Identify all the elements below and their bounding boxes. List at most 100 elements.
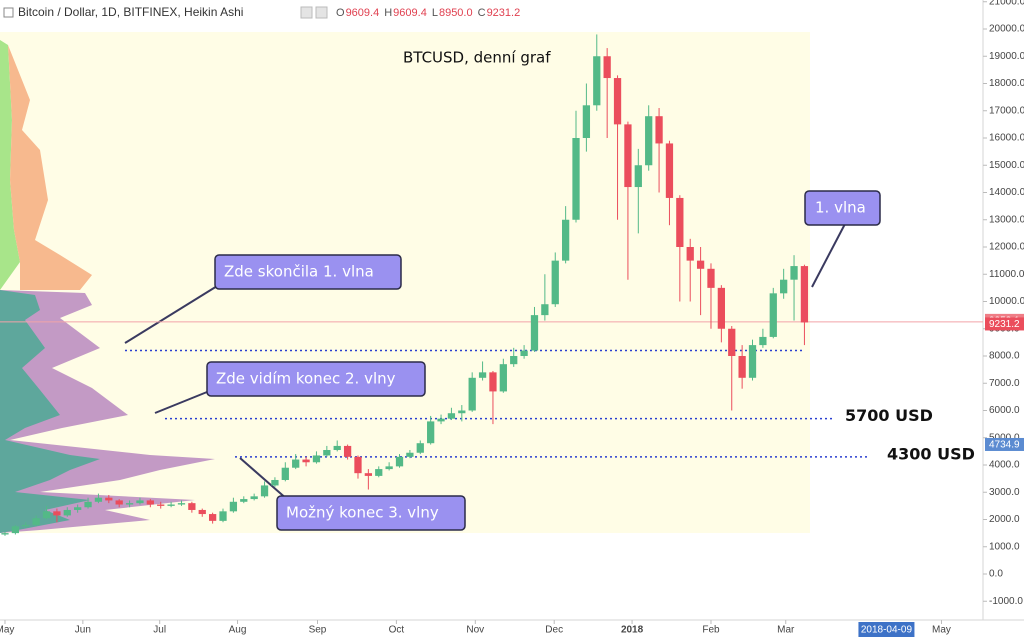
candle-body	[530, 315, 539, 351]
y-tick-label: 15000.0	[989, 160, 1024, 171]
pointer	[124, 282, 223, 344]
y-tick-label: 6000.0	[989, 405, 1020, 416]
volume-profile	[0, 40, 215, 533]
candle-body	[676, 197, 684, 247]
x-tick-label: Oct	[389, 625, 405, 636]
x-tick-label: Aug	[229, 625, 247, 636]
x-tick-label: Nov	[466, 625, 484, 636]
y-tick-label: 14000.0	[989, 187, 1024, 198]
candle-body	[354, 456, 362, 474]
candle-body	[146, 500, 154, 505]
candle-body	[343, 445, 352, 457]
y-tick-label: 21000.0	[989, 0, 1024, 7]
candle-body	[22, 524, 30, 527]
x-marker-box	[858, 622, 915, 637]
candle-body	[177, 503, 186, 505]
candle-body	[395, 456, 404, 467]
candle-body	[323, 450, 331, 456]
y-tick-label: 3000.0	[989, 487, 1020, 498]
candle-body	[406, 452, 414, 457]
candle-body	[167, 504, 175, 506]
x-tick-label: May	[932, 625, 951, 636]
y-tick-label: 7000.0	[989, 378, 1020, 389]
callouts: Zde skončila 1. vlna Zde vidím konec 2. …	[124, 190, 881, 531]
pointer	[154, 389, 213, 414]
legend-ohlc-value: 8950.0	[439, 7, 473, 19]
candle-body	[375, 469, 383, 476]
candle-body	[634, 165, 642, 188]
candle-body	[561, 219, 570, 261]
candle-body	[769, 293, 777, 337]
candle-body	[800, 266, 809, 323]
candle-body	[385, 466, 393, 470]
pointer	[239, 457, 289, 501]
y-tick-label: 2000.0	[989, 514, 1020, 525]
y-tick-label: 11000.0	[989, 269, 1024, 280]
legend-ohlc-label: C	[478, 7, 486, 19]
candle-body	[478, 372, 487, 378]
eye-icon[interactable]	[300, 6, 313, 19]
price-tag	[985, 317, 1024, 331]
legend-ohlc-label: L	[432, 7, 438, 19]
candle-body	[42, 511, 51, 519]
candle-body	[665, 143, 674, 198]
callout-text: Zde vidím konec 2. vlny	[216, 370, 396, 388]
candle-body	[499, 364, 507, 392]
candle-body	[260, 485, 269, 497]
callout	[206, 361, 426, 397]
x-marker-label: 2018-04-09	[861, 625, 913, 636]
candle-body	[229, 501, 238, 512]
candle-body	[1, 533, 9, 535]
level-label: 4300 USD	[887, 444, 975, 463]
candle-body	[613, 78, 622, 125]
candle-body	[11, 526, 19, 534]
x-tick-label: Feb	[702, 625, 720, 636]
collapse-icon[interactable]	[3, 7, 14, 18]
y-tick-label: 16000.0	[989, 133, 1024, 144]
candle-body	[603, 56, 611, 79]
candle-body	[717, 287, 725, 329]
candle-body	[94, 497, 103, 502]
candle-body	[447, 413, 456, 419]
callout-text: Možný konec 3. vlny	[286, 504, 439, 522]
candle-body	[738, 355, 746, 378]
y-tick-label: 20000.0	[989, 24, 1024, 35]
candle-body	[157, 504, 165, 506]
y-tick-label: 0.0	[989, 569, 1003, 580]
y-tick-label: 1000.0	[989, 541, 1020, 552]
candle-body	[188, 503, 196, 510]
legend-ohlc-value: 9609.4	[346, 7, 380, 19]
candle-body	[125, 503, 134, 505]
candle-body	[759, 336, 767, 346]
callout	[214, 254, 402, 290]
chart-title: BTCUSD, denní graf	[403, 49, 551, 67]
legend-ohlc-value: 9231.2	[487, 7, 521, 19]
candle-body	[655, 116, 663, 144]
price-tag-label: 4734.9	[989, 440, 1020, 451]
candle-body	[292, 459, 300, 468]
highlight-area	[0, 32, 810, 533]
legend-ohlc-label: O	[336, 7, 345, 19]
candle-body	[748, 345, 757, 378]
y-tick-label: 17000.0	[989, 105, 1024, 116]
candle-body	[593, 56, 601, 106]
candle-body	[728, 328, 736, 356]
candle-body	[53, 511, 61, 516]
y-tick-label: 10000.0	[989, 296, 1024, 307]
candle-body	[333, 445, 341, 451]
legend-ohlc-value: 9609.4	[393, 7, 427, 19]
candle-body	[510, 355, 518, 365]
legend-ohlc-label: H	[384, 7, 392, 19]
candle-body	[240, 499, 248, 502]
settings-icon[interactable]	[315, 6, 328, 19]
candle-body	[780, 279, 788, 294]
candle-body	[271, 479, 279, 486]
candle-body	[84, 501, 92, 508]
candle-body	[136, 500, 144, 504]
x-tick-label: May	[0, 625, 14, 636]
candle-body	[645, 116, 653, 166]
candle-body	[686, 246, 694, 261]
price-tag-label: 9231.2	[989, 319, 1020, 330]
x-tick-label: Jun	[75, 625, 91, 636]
candle-body	[416, 443, 424, 453]
